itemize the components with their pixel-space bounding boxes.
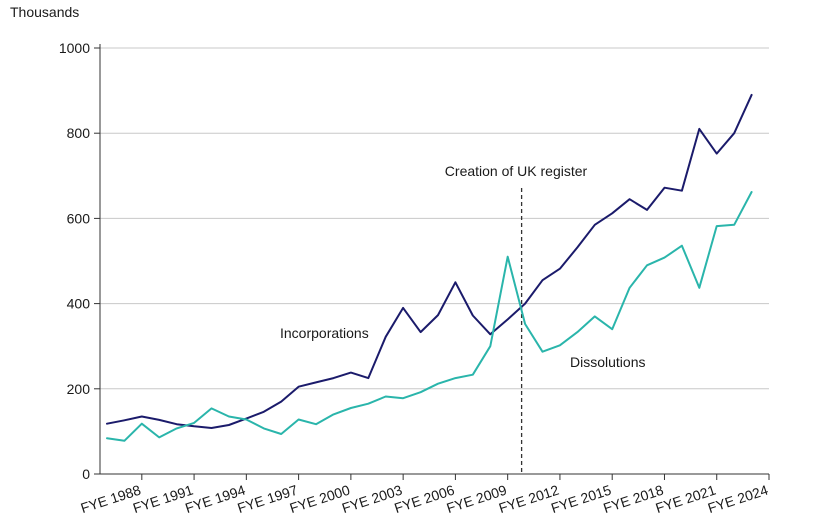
y-tick-label-800: 800 [67, 125, 91, 141]
y-tick-label-400: 400 [67, 296, 91, 312]
y-tick-label-200: 200 [67, 381, 91, 397]
y-axis-label: Thousands [10, 4, 79, 20]
x-tick-label-2024: FYE 2024 [706, 482, 770, 517]
incorporations-series-label: Incorporations [280, 325, 369, 341]
dissolutions-series-label: Dissolutions [570, 354, 645, 370]
annotation-group: Creation of UK register [445, 163, 588, 474]
dissolutions-line [106, 191, 753, 442]
gridlines [100, 47, 769, 390]
incorporations-line [106, 93, 753, 429]
y-tick-label-600: 600 [67, 210, 91, 226]
uk-register-annotation: Creation of UK register [445, 163, 588, 179]
y-tick-label-1000: 1000 [59, 40, 90, 56]
series-lines [106, 93, 753, 442]
y-axis-ticks: 0 200 400 600 800 1000 [59, 40, 100, 482]
y-tick-label-0: 0 [82, 466, 90, 482]
axes [99, 44, 769, 475]
